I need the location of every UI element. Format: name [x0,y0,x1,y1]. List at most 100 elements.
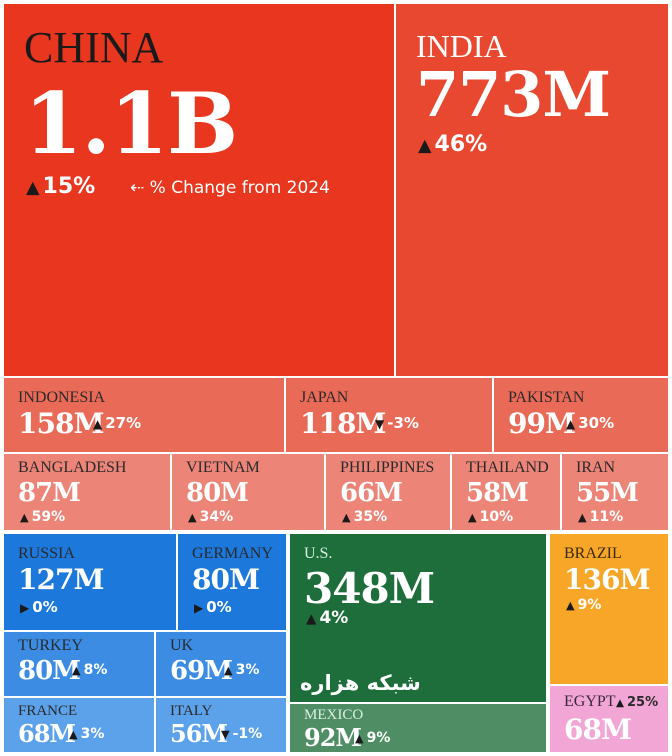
tile-value: 66M [340,478,403,508]
tile-name: BANGLADESH [18,459,127,476]
tile-value: 773M [416,58,611,131]
tile-name: U.S. [304,545,333,562]
tile-name: PAKISTAN [508,389,585,406]
right-triangle-icon: ▶ [194,601,204,615]
up-triangle-icon: ▲ [69,728,78,741]
tile-pakistan: PAKISTAN 99M ▲ 30% [494,378,668,452]
tile-indonesia: INDONESIA 158M ▲ 27% [4,378,284,452]
tile-change: ▼ -1% [221,726,263,742]
tile-value: 118M [300,407,386,440]
tile-russia: RUSSIA 127M ▶ 0% [4,534,176,630]
tile-change: ▲ 27% [93,414,142,432]
tile-value: 158M [18,407,104,440]
tile-change: ▲ 46% [418,132,488,157]
tile-vietnam: VIETNAM 80M ▲ 34% [172,454,324,530]
up-triangle-icon: ▲ [93,417,103,431]
up-triangle-icon: ▲ [566,599,575,612]
tile-uk: UK 69M ▲ 3% [156,632,286,696]
tile-change: ▲ 3% [224,662,260,678]
tile-italy: ITALY 56M ▼ -1% [156,698,286,752]
up-triangle-icon: ▲ [616,697,624,709]
tile-value: 127M [18,563,104,596]
tile-change: ▲ 4% [306,608,349,628]
down-triangle-icon: ▼ [221,728,230,741]
tile-change: ▲ 8% [72,662,108,678]
tile-change: ▶ 0% [194,598,232,616]
tile-bangladesh: BANGLADESH 87M ▲ 59% [4,454,170,530]
tile-name: PHILIPPINES [340,459,435,476]
tile-value: 68M [18,719,76,748]
tile-name: JAPAN [300,389,349,406]
tile-value: 56M [170,719,228,748]
tile-india: INDIA 773M ▲ 46% [396,4,668,376]
tile-egypt: EGYPT 68M ▲ 25% [550,686,668,752]
tile-name: TURKEY [18,637,83,654]
up-triangle-icon: ▲ [342,511,351,524]
tile-turkey: TURKEY 80M ▲ 8% [4,632,154,696]
up-triangle-icon: ▲ [306,611,317,627]
tile-name: BRAZIL [564,545,622,562]
tile-change: ▲ 3% [69,726,105,742]
tile-change: ▲ 35% [342,509,388,525]
up-triangle-icon: ▲ [20,511,29,524]
tile-name: EGYPT [564,693,616,710]
up-triangle-icon: ▲ [355,732,364,745]
tile-value: 87M [18,478,81,508]
tile-value: 55M [576,478,639,508]
up-triangle-icon: ▲ [26,178,40,198]
tile-value: 80M [186,478,249,508]
tile-us: U.S. 348M ▲ 4% [290,534,546,702]
tile-name: ITALY [170,703,213,719]
down-triangle-icon: ▼ [375,417,385,431]
tile-name: INDONESIA [18,389,106,406]
tile-value: 68M [564,713,632,746]
watermark: شبکه هزاره [300,671,421,695]
tile-value: 80M [18,656,81,686]
tile-value: 92M [304,723,362,752]
up-triangle-icon: ▲ [418,136,432,156]
tile-value: 58M [466,478,529,508]
tile-iran: IRAN 55M ▲ 11% [562,454,668,530]
tile-name: IRAN [576,459,616,476]
up-triangle-icon: ▲ [188,511,197,524]
tile-japan: JAPAN 118M ▼ -3% [286,378,492,452]
tile-change: ▼ -3% [375,414,419,432]
tile-change: ▲ 15% [26,174,96,199]
tile-name: CHINA [24,23,164,72]
tile-change: ▲ 11% [578,509,624,525]
legend-note: ⇠ % Change from 2024 [130,178,330,198]
tile-value: 1.1B [24,74,238,173]
tile-mexico: MEXICO 92M ▲ 9% [290,704,546,752]
up-triangle-icon: ▲ [224,664,233,677]
tile-value: 69M [170,656,233,686]
tile-value: 99M [508,407,576,440]
tile-change: ▲ 30% [566,414,615,432]
tile-brazil: BRAZIL 136M ▲ 9% [550,534,668,684]
tile-philippines: PHILIPPINES 66M ▲ 35% [326,454,450,530]
up-triangle-icon: ▲ [468,511,477,524]
tile-name: THAILAND [466,459,549,476]
tile-value: 136M [564,563,650,596]
tile-germany: GERMANY 80M ▶ 0% [178,534,286,630]
tile-change: ▲ 59% [20,509,66,525]
tile-name: RUSSIA [18,545,75,562]
up-triangle-icon: ▲ [578,511,587,524]
tile-china: CHINA 1.1B ▲ 15% [4,4,394,376]
tile-change: ▲ 9% [355,730,391,746]
tile-name: MEXICO [304,707,364,723]
tile-value: 80M [192,563,260,596]
tile-name: INDIA [416,28,507,64]
tile-change: ▶ 0% [20,598,58,616]
tile-change: ▲ 25% [616,695,659,710]
right-triangle-icon: ▶ [20,601,30,615]
tile-name: UK [170,637,194,654]
tile-france: FRANCE 68M ▲ 3% [4,698,154,752]
tile-name: FRANCE [18,703,78,719]
tile-value: 348M [304,564,435,613]
tile-name: GERMANY [192,545,273,562]
tile-change: ▲ 34% [188,509,234,525]
tile-thailand: THAILAND 58M ▲ 10% [452,454,560,530]
tile-change: ▲ 9% [566,597,602,613]
tile-change: ▲ 10% [468,509,514,525]
